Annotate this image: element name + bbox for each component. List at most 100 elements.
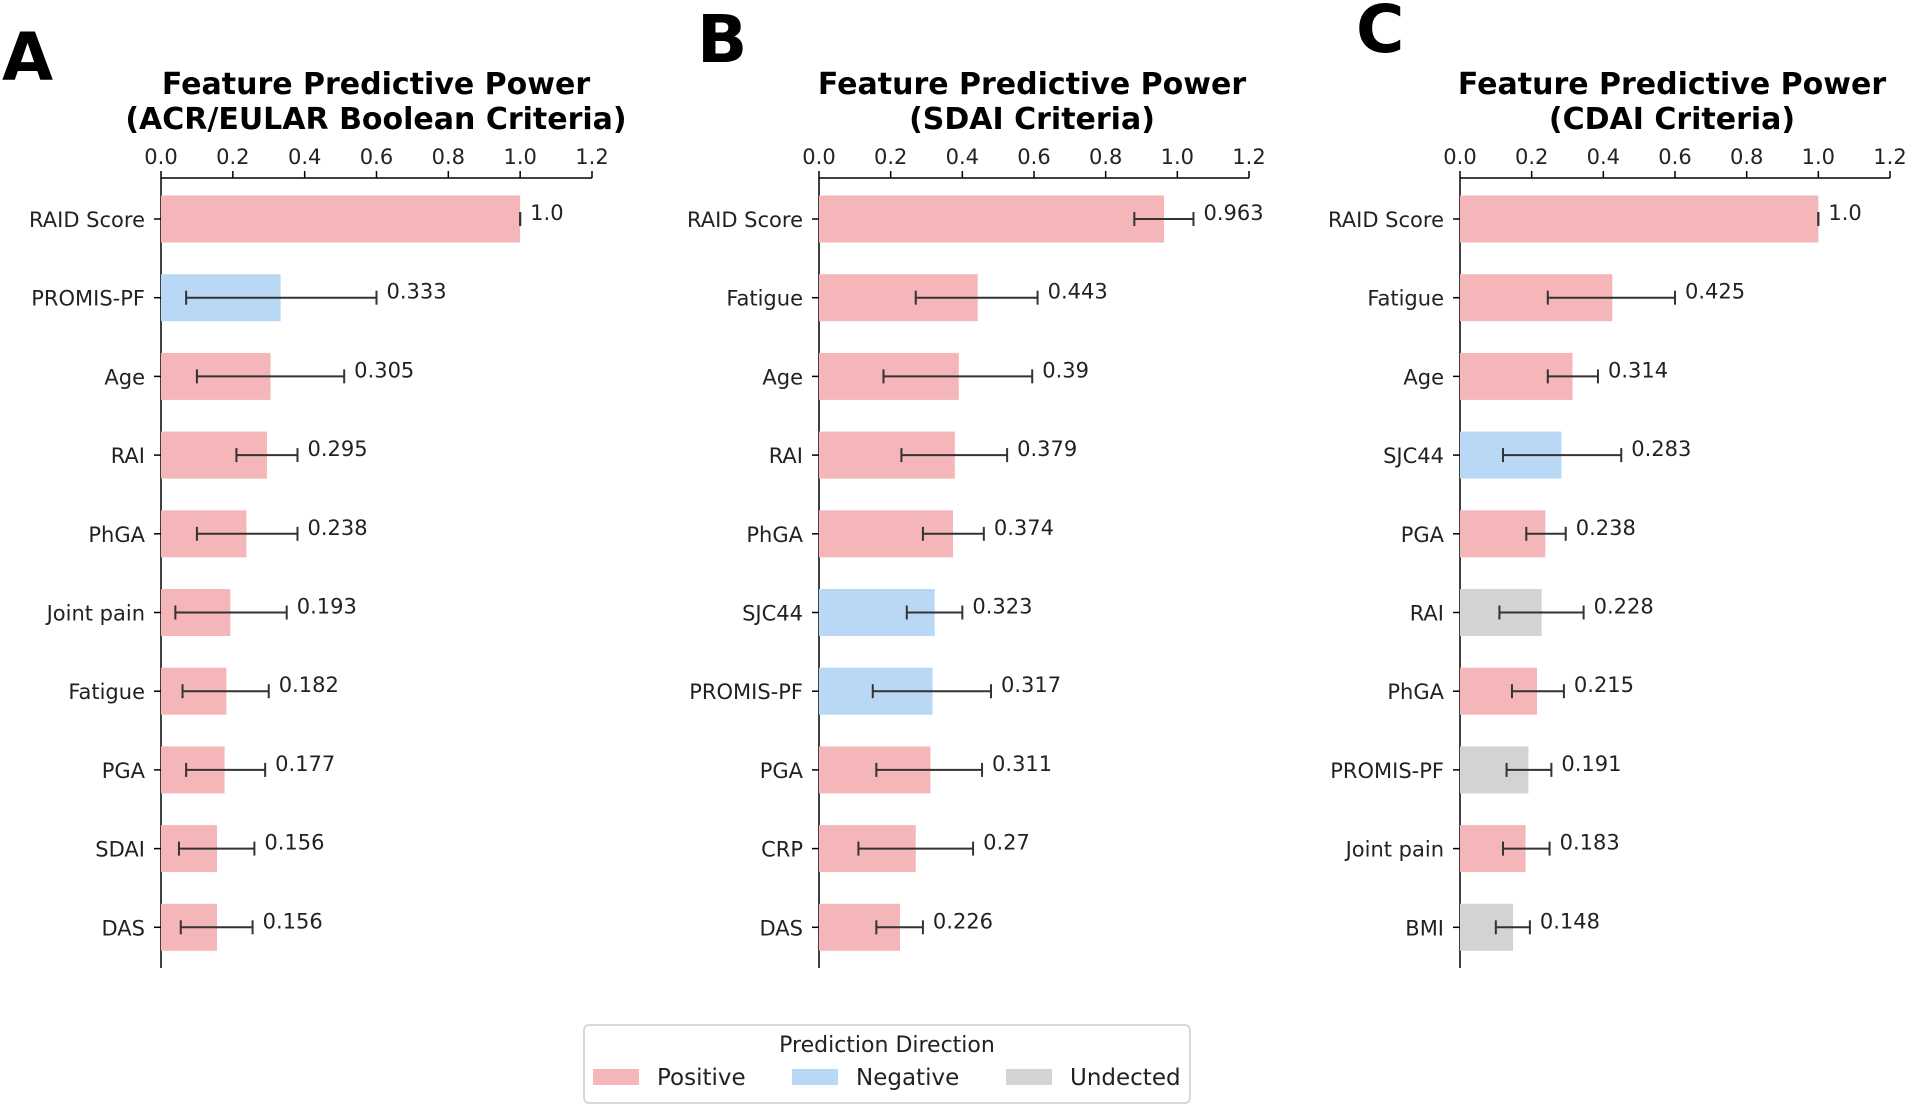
data-label: 0.295 [307, 437, 367, 461]
data-label: 0.177 [275, 752, 335, 776]
category-label: Age [762, 365, 803, 389]
data-label: 0.314 [1608, 358, 1668, 382]
panel-b-subtitle: (SDAI Criteria) [909, 102, 1155, 137]
x-tick-label: 1.2 [1232, 145, 1265, 169]
category-label: RAID Score [29, 208, 145, 232]
x-tick-label: 0.0 [802, 145, 835, 169]
x-tick-label: 1.0 [503, 145, 536, 169]
panel-a: A Feature Predictive Power (ACR/EULAR Bo… [2, 19, 627, 968]
category-label: RAI [769, 444, 803, 468]
category-label: Joint pain [1344, 838, 1444, 862]
bar-positive [1460, 195, 1819, 243]
x-tick-label: 0.2 [216, 145, 249, 169]
category-label: Fatigue [68, 680, 145, 704]
x-tick-label: 0.0 [144, 145, 177, 169]
data-label: 0.379 [1017, 437, 1077, 461]
bar-positive [161, 195, 521, 243]
x-tick-label: 0.0 [1443, 145, 1476, 169]
category-label: Fatigue [726, 287, 803, 311]
panel-c-subtitle: (CDAI Criteria) [1549, 102, 1795, 137]
data-label: 0.226 [933, 909, 993, 933]
legend-label-positive: Positive [657, 1065, 746, 1091]
panel-c: C Feature Predictive Power (CDAI Criteri… [1328, 0, 1907, 968]
legend-swatch-negative [792, 1069, 838, 1085]
data-label: 0.305 [354, 358, 414, 382]
category-label: CRP [761, 838, 803, 862]
data-label: 0.963 [1203, 201, 1263, 225]
data-label: 0.311 [992, 752, 1052, 776]
data-label: 0.238 [307, 516, 367, 540]
x-tick-label: 0.6 [1017, 145, 1050, 169]
category-label: SDAI [95, 838, 145, 862]
panel-a-title: Feature Predictive Power [162, 67, 590, 102]
data-label: 0.156 [263, 909, 323, 933]
data-label: 0.374 [994, 516, 1054, 540]
panel-b-plot: 0.0 0.2 0.4 0.6 0.8 1.0 1.2 RAID Score 0.963 Fati… [687, 145, 1266, 968]
category-label: SJC44 [742, 602, 803, 626]
data-label: 0.425 [1685, 280, 1745, 304]
category-label: PROMIS-PF [689, 680, 803, 704]
data-label: 0.191 [1561, 752, 1621, 776]
category-label: Joint pain [45, 602, 145, 626]
data-label: 0.215 [1574, 673, 1634, 697]
x-tick-label: 0.8 [1730, 145, 1763, 169]
panel-b: B Feature Predictive Power (SDAI Criteri… [687, 1, 1266, 968]
category-label: PhGA [88, 523, 145, 547]
x-tick-label: 1.2 [575, 145, 608, 169]
legend-swatch-undected [1006, 1069, 1052, 1085]
category-label: BMI [1405, 916, 1444, 940]
panel-a-subtitle: (ACR/EULAR Boolean Criteria) [125, 102, 626, 137]
x-tick-label: 0.4 [946, 145, 979, 169]
category-label: RAI [1410, 602, 1444, 626]
category-label: PGA [760, 759, 804, 783]
category-label: DAS [102, 916, 146, 940]
x-tick-label: 0.8 [1089, 145, 1122, 169]
data-label: 0.156 [264, 831, 324, 855]
panel-b-letter: B [697, 1, 747, 78]
x-tick-label: 1.2 [1873, 145, 1906, 169]
panel-c-plot: 0.0 0.2 0.4 0.6 0.8 1.0 1.2 RAID Score 1.0 Fatigu… [1328, 145, 1907, 968]
legend: Prediction Direction Positive Negative U… [583, 1024, 1191, 1104]
category-label: PhGA [1387, 680, 1444, 704]
data-label: 0.317 [1001, 673, 1061, 697]
category-label: Age [1403, 365, 1444, 389]
panel-a-plot: 0.0 0.2 0.4 0.6 0.8 1.0 1.2 RAID Score 1.0 PROMIS… [29, 145, 609, 968]
legend-label-undected: Undected [1070, 1065, 1181, 1091]
x-tick-label: 0.8 [432, 145, 465, 169]
panel-c-title: Feature Predictive Power [1458, 67, 1886, 102]
category-label: Age [104, 365, 145, 389]
x-tick-label: 0.6 [360, 145, 393, 169]
category-label: DAS [760, 916, 804, 940]
data-label: 0.238 [1576, 516, 1636, 540]
category-label: PGA [102, 759, 146, 783]
data-label: 0.323 [972, 595, 1032, 619]
data-label: 0.283 [1631, 437, 1691, 461]
category-label: SJC44 [1383, 444, 1444, 468]
x-tick-label: 0.6 [1658, 145, 1691, 169]
category-label: RAID Score [687, 208, 803, 232]
category-label: PROMIS-PF [1330, 759, 1444, 783]
panel-a-letter: A [2, 19, 53, 96]
data-label: 0.182 [279, 673, 339, 697]
data-label: 0.228 [1594, 595, 1654, 619]
data-label: 0.39 [1042, 358, 1089, 382]
category-label: PROMIS-PF [31, 287, 145, 311]
panel-c-letter: C [1356, 0, 1404, 68]
bar-positive [819, 195, 1165, 243]
data-label: 0.27 [983, 831, 1030, 855]
data-label: 0.333 [387, 280, 447, 304]
legend-swatch-positive [593, 1069, 639, 1085]
data-label: 0.193 [297, 595, 357, 619]
legend-title: Prediction Direction [779, 1033, 995, 1058]
category-label: RAI [111, 444, 145, 468]
panel-b-title: Feature Predictive Power [818, 67, 1246, 102]
category-label: PhGA [746, 523, 803, 547]
x-tick-label: 1.0 [1802, 145, 1835, 169]
category-label: PGA [1401, 523, 1445, 547]
data-label: 0.148 [1540, 909, 1600, 933]
x-tick-label: 0.4 [288, 145, 321, 169]
x-tick-label: 0.4 [1587, 145, 1620, 169]
category-label: RAID Score [1328, 208, 1444, 232]
data-label: 1.0 [530, 201, 563, 225]
